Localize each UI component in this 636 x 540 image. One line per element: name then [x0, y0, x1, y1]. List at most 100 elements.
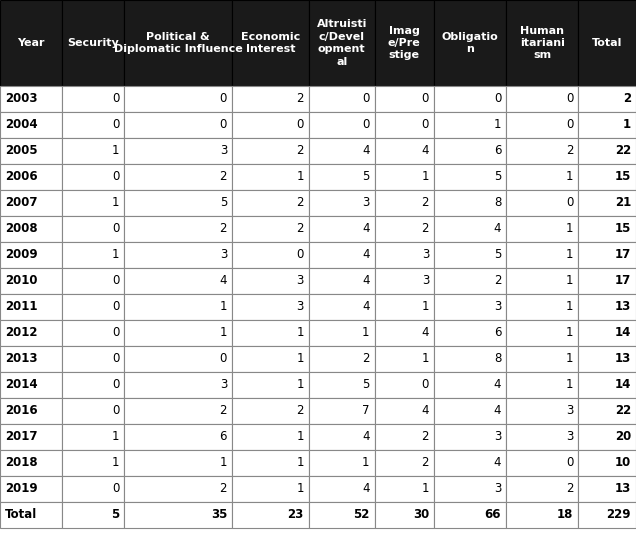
Bar	[506, 138, 578, 164]
Bar	[232, 0, 309, 86]
Text: 2: 2	[219, 483, 227, 496]
Text: 4: 4	[494, 456, 501, 469]
Bar	[578, 138, 636, 164]
Text: 2: 2	[296, 92, 304, 105]
Text: Year: Year	[17, 38, 45, 48]
Bar	[124, 164, 232, 190]
Text: 1: 1	[219, 456, 227, 469]
Text: 0: 0	[112, 300, 120, 314]
Text: 6: 6	[219, 430, 227, 443]
Bar	[124, 424, 232, 450]
Text: 1: 1	[296, 456, 304, 469]
Bar	[309, 268, 375, 294]
Bar	[375, 424, 434, 450]
Text: 5: 5	[363, 171, 370, 184]
Bar	[124, 0, 232, 86]
Bar	[62, 242, 124, 268]
Text: 2006: 2006	[5, 171, 38, 184]
Bar	[232, 346, 309, 372]
Text: Security: Security	[67, 38, 119, 48]
Bar	[232, 502, 309, 528]
Bar	[434, 0, 506, 86]
Text: 0: 0	[219, 118, 227, 132]
Bar	[578, 424, 636, 450]
Text: 10: 10	[615, 456, 631, 469]
Text: 8: 8	[494, 197, 501, 210]
Text: 5: 5	[494, 248, 501, 261]
Bar	[232, 372, 309, 398]
Text: 3: 3	[296, 300, 304, 314]
Bar	[578, 450, 636, 476]
Bar	[62, 476, 124, 502]
Bar	[578, 476, 636, 502]
Text: 0: 0	[112, 379, 120, 392]
Text: 0: 0	[363, 92, 370, 105]
Text: 0: 0	[566, 456, 574, 469]
Bar	[232, 190, 309, 216]
Text: 5: 5	[219, 197, 227, 210]
Bar	[309, 86, 375, 112]
Text: 1: 1	[566, 171, 574, 184]
Bar	[232, 164, 309, 190]
Text: 0: 0	[296, 248, 304, 261]
Text: Economic
Interest: Economic Interest	[241, 32, 300, 54]
Bar	[578, 320, 636, 346]
Text: 7: 7	[362, 404, 370, 417]
Text: 2016: 2016	[5, 404, 38, 417]
Bar	[434, 424, 506, 450]
Bar	[309, 138, 375, 164]
Text: 1: 1	[566, 327, 574, 340]
Text: 1: 1	[362, 456, 370, 469]
Text: 0: 0	[219, 353, 227, 366]
Bar	[375, 398, 434, 424]
Text: 3: 3	[219, 145, 227, 158]
Text: 1: 1	[112, 145, 120, 158]
Bar	[124, 320, 232, 346]
Bar	[375, 450, 434, 476]
Text: 0: 0	[422, 118, 429, 132]
Text: 1: 1	[112, 456, 120, 469]
Bar	[62, 320, 124, 346]
Bar	[124, 502, 232, 528]
Bar	[124, 476, 232, 502]
Text: 0: 0	[219, 92, 227, 105]
Text: 3: 3	[422, 274, 429, 287]
Text: 2018: 2018	[5, 456, 38, 469]
Text: 4: 4	[362, 430, 370, 443]
Text: 229: 229	[607, 509, 631, 522]
Text: 3: 3	[566, 430, 574, 443]
Bar	[375, 268, 434, 294]
Bar	[434, 216, 506, 242]
Bar	[62, 138, 124, 164]
Text: 1: 1	[623, 118, 631, 132]
Text: 4: 4	[494, 222, 501, 235]
Text: 13: 13	[615, 300, 631, 314]
Text: 4: 4	[362, 483, 370, 496]
Bar	[506, 242, 578, 268]
Text: 4: 4	[219, 274, 227, 287]
Bar	[62, 112, 124, 138]
Text: 5: 5	[363, 379, 370, 392]
Text: 13: 13	[615, 483, 631, 496]
Bar	[375, 372, 434, 398]
Bar	[124, 346, 232, 372]
Text: 1: 1	[296, 353, 304, 366]
Bar	[434, 476, 506, 502]
Bar	[434, 294, 506, 320]
Text: 22: 22	[615, 404, 631, 417]
Bar	[124, 216, 232, 242]
Bar	[506, 320, 578, 346]
Bar	[506, 216, 578, 242]
Bar	[434, 242, 506, 268]
Bar	[124, 268, 232, 294]
Text: 1: 1	[362, 327, 370, 340]
Bar	[578, 190, 636, 216]
Bar	[506, 346, 578, 372]
Bar	[375, 242, 434, 268]
Bar	[62, 450, 124, 476]
Bar	[434, 502, 506, 528]
Text: 3: 3	[494, 430, 501, 443]
Bar	[309, 216, 375, 242]
Bar	[62, 216, 124, 242]
Bar	[124, 294, 232, 320]
